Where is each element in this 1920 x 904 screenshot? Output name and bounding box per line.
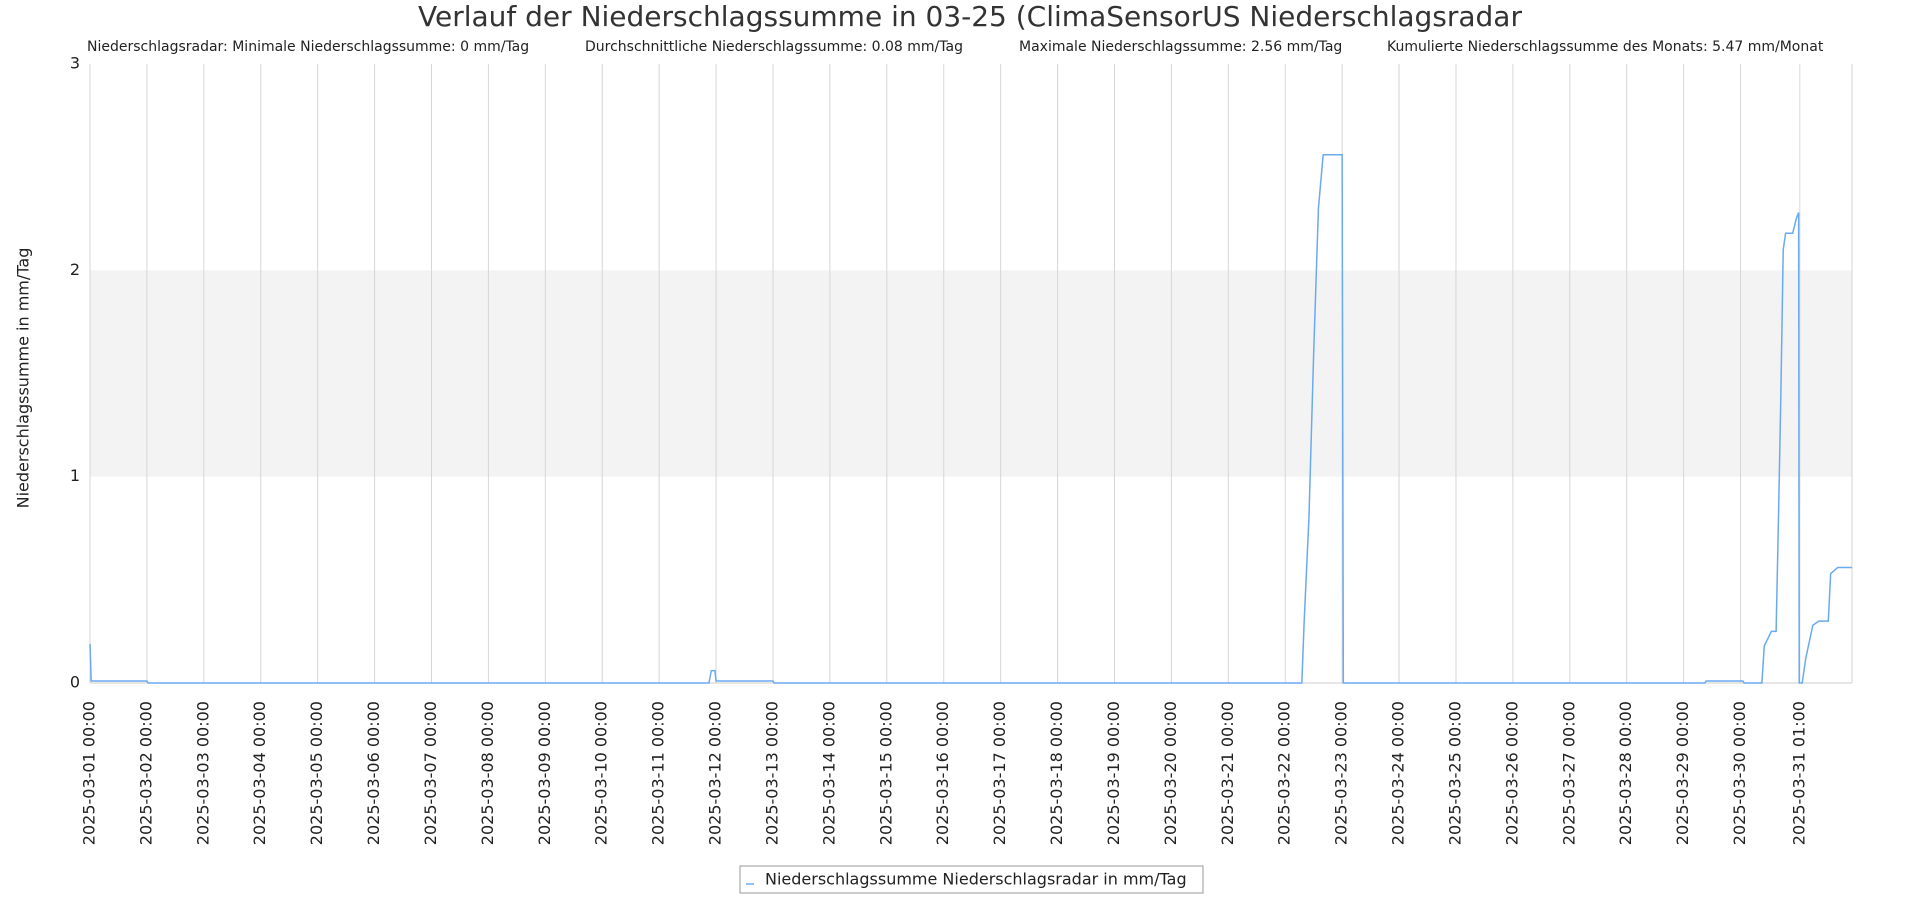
legend-label: Niederschlagssumme Niederschlagsradar in…: [765, 870, 1187, 889]
x-tick-label: 2025-03-15 00:00: [876, 701, 895, 845]
x-tick-label: 2025-03-08 00:00: [478, 701, 497, 845]
x-tick-label: 2025-03-27 00:00: [1559, 701, 1578, 845]
x-tick-label: 2025-03-25 00:00: [1445, 701, 1464, 845]
x-tick-label: 2025-03-21 00:00: [1218, 701, 1237, 845]
x-tick-label: 2025-03-01 00:00: [80, 701, 99, 845]
x-tick-label: 2025-03-06 00:00: [364, 701, 383, 845]
x-tick-label: 2025-03-11 00:00: [649, 701, 668, 845]
x-tick-label: 2025-03-05 00:00: [307, 701, 326, 845]
x-tick-label: 2025-03-03 00:00: [193, 701, 212, 845]
chart-subtitle: Niederschlagsradar: Minimale Niederschla…: [87, 39, 529, 55]
y-tick-label: 3: [70, 54, 80, 73]
x-tick-label: 2025-03-13 00:00: [762, 701, 781, 845]
x-tick-label: 2025-03-30 00:00: [1730, 701, 1749, 845]
x-tick-label: 2025-03-20 00:00: [1161, 701, 1180, 845]
x-tick-label: 2025-03-10 00:00: [592, 701, 611, 845]
x-tick-label: 2025-03-26 00:00: [1502, 701, 1521, 845]
x-tick-label: 2025-03-16 00:00: [933, 701, 952, 845]
y-axis-label: Niederschlagssumme in mm/Tag: [14, 248, 33, 509]
x-tick-label: 2025-03-14 00:00: [819, 701, 838, 845]
x-tick-label: 2025-03-28 00:00: [1616, 701, 1635, 845]
plot-band: [90, 270, 1852, 477]
y-tick-label: 2: [70, 260, 80, 279]
chart-subtitle: Maximale Niederschlagssumme: 2.56 mm/Tag: [1019, 39, 1342, 55]
x-tick-label: 2025-03-18 00:00: [1047, 701, 1066, 845]
x-tick-label: 2025-03-09 00:00: [535, 701, 554, 845]
chart-subtitle: Durchschnittliche Niederschlagssumme: 0.…: [585, 39, 963, 55]
legend: Niederschlagssumme Niederschlagsradar in…: [739, 865, 1204, 894]
data-line: [89, 154, 1852, 684]
y-tick-label: 1: [70, 466, 80, 485]
x-tick-label: 2025-03-19 00:00: [1104, 701, 1123, 845]
x-tick-label: 2025-03-04 00:00: [250, 701, 269, 845]
x-tick-label: 2025-03-17 00:00: [990, 701, 1009, 845]
x-tick-label: 2025-03-02 00:00: [136, 701, 155, 845]
x-tick-label: 2025-03-22 00:00: [1275, 701, 1294, 845]
legend-box: [739, 865, 1204, 894]
y-tick-label: 0: [70, 673, 80, 692]
x-tick-label: 2025-03-29 00:00: [1673, 701, 1692, 845]
x-tick-label: 2025-03-07 00:00: [421, 701, 440, 845]
chart-subtitle: Kumulierte Niederschlagssumme des Monats…: [1387, 39, 1824, 55]
x-tick-label: 2025-03-31 01:00: [1789, 701, 1808, 845]
x-tick-label: 2025-03-24 00:00: [1389, 701, 1408, 845]
chart-title: Verlauf der Niederschlagssumme in 03-25 …: [418, 0, 1522, 33]
x-tick-label: 2025-03-23 00:00: [1332, 701, 1351, 845]
x-tick-label: 2025-03-12 00:00: [706, 701, 725, 845]
